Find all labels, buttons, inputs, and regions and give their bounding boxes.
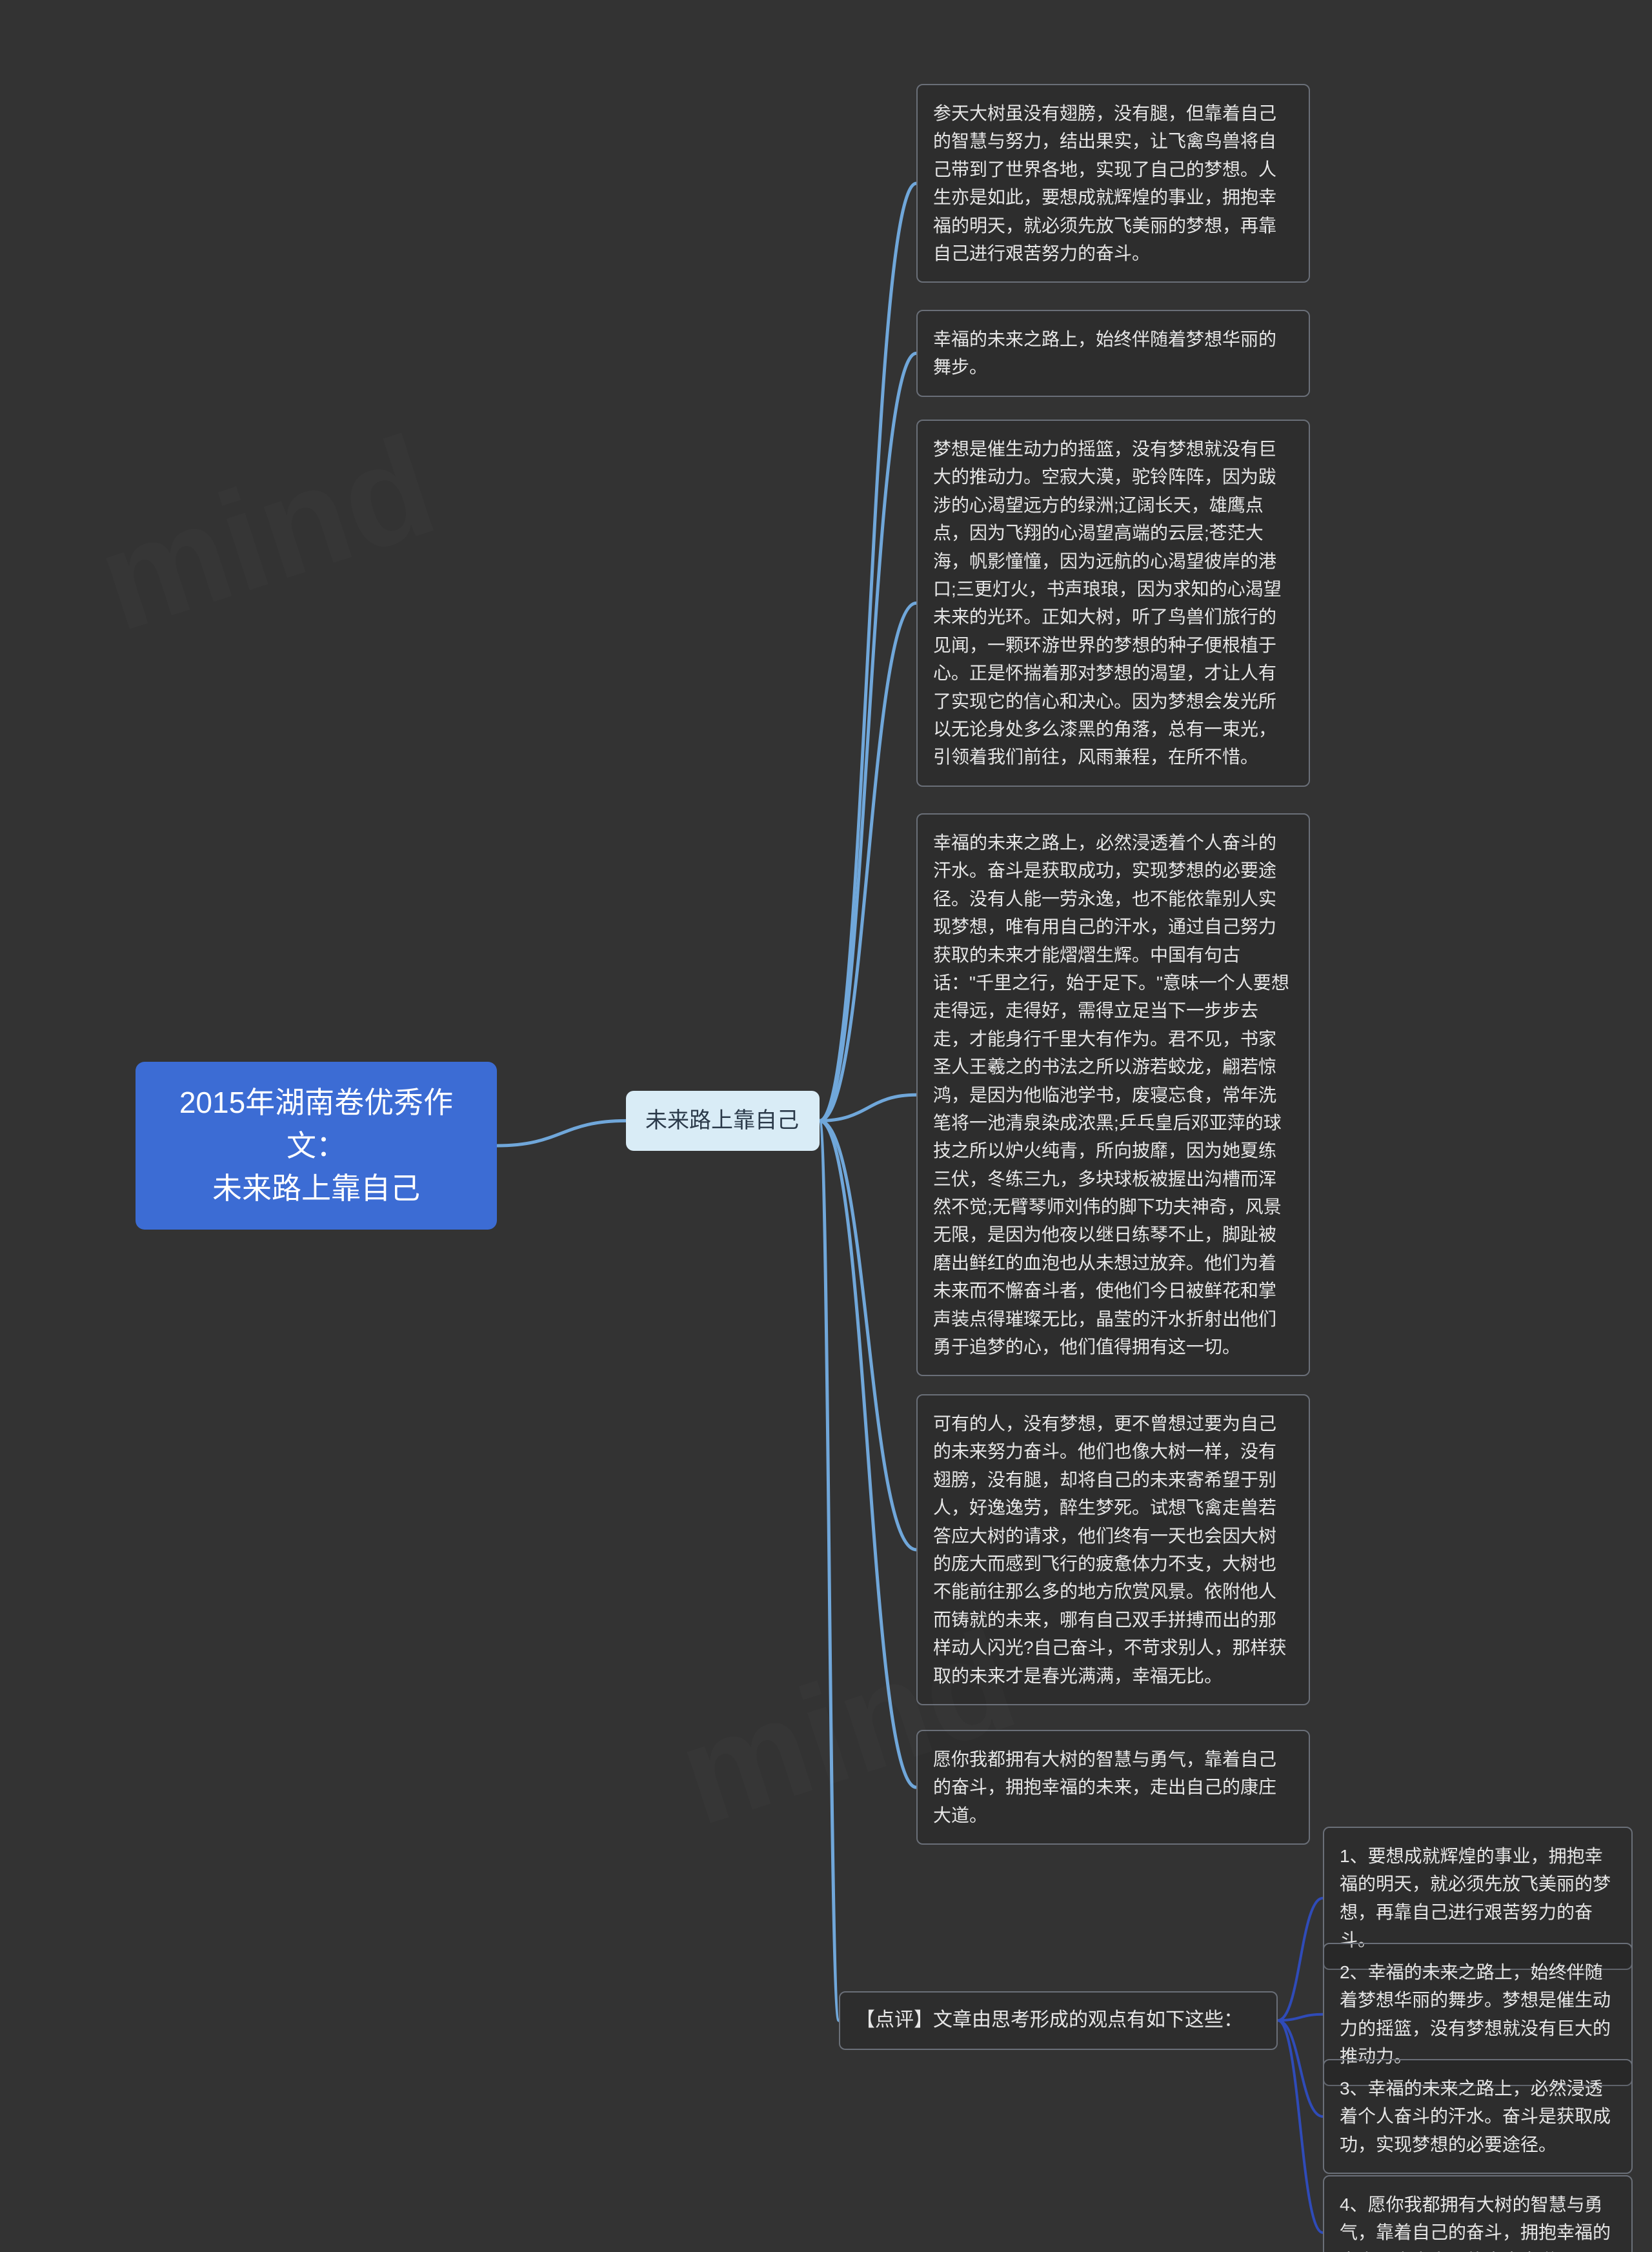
paragraph-node-3[interactable]: 梦想是催生动力的摇篮，没有梦想就没有巨大的推动力。空寂大漠，驼铃阵阵，因为跋涉的… [916,420,1310,787]
paragraph-node-2[interactable]: 幸福的未来之路上，始终伴随着梦想华丽的舞步。 [916,310,1310,397]
paragraph-node-6[interactable]: 愿你我都拥有大树的智慧与勇气，靠着自己的奋斗，拥抱幸福的未来，走出自己的康庄大道… [916,1730,1310,1845]
paragraph-node-4[interactable]: 幸福的未来之路上，必然浸透着个人奋斗的汗水。奋斗是获取成功，实现梦想的必要途径。… [916,813,1310,1376]
paragraph-node-5[interactable]: 可有的人，没有梦想，更不曾想过要为自己的未来努力奋斗。他们也像大树一样，没有翅膀… [916,1394,1310,1705]
root-node[interactable]: 2015年湖南卷优秀作文：未来路上靠自己 [136,1062,497,1230]
paragraph-node-1[interactable]: 参天大树虽没有翅膀，没有腿，但靠着自己的智慧与努力，结出果实，让飞禽鸟兽将自己带… [916,84,1310,283]
hub-node[interactable]: 未来路上靠自己 [626,1091,820,1151]
comment-point-3[interactable]: 3、幸福的未来之路上，必然浸透着个人奋斗的汗水。奋斗是获取成功，实现梦想的必要途… [1323,2059,1633,2174]
comment-hub-node[interactable]: 【点评】文章由思考形成的观点有如下这些： [839,1991,1278,2050]
watermark: mind [80,403,453,664]
comment-point-4[interactable]: 4、愿你我都拥有大树的智慧与勇气，靠着自己的奋斗，拥抱幸福的未来，走出自己的康庄… [1323,2175,1633,2252]
mindmap-canvas: 2015年湖南卷优秀作文：未来路上靠自己 未来路上靠自己 参天大树虽没有翅膀，没… [0,0,1652,2252]
